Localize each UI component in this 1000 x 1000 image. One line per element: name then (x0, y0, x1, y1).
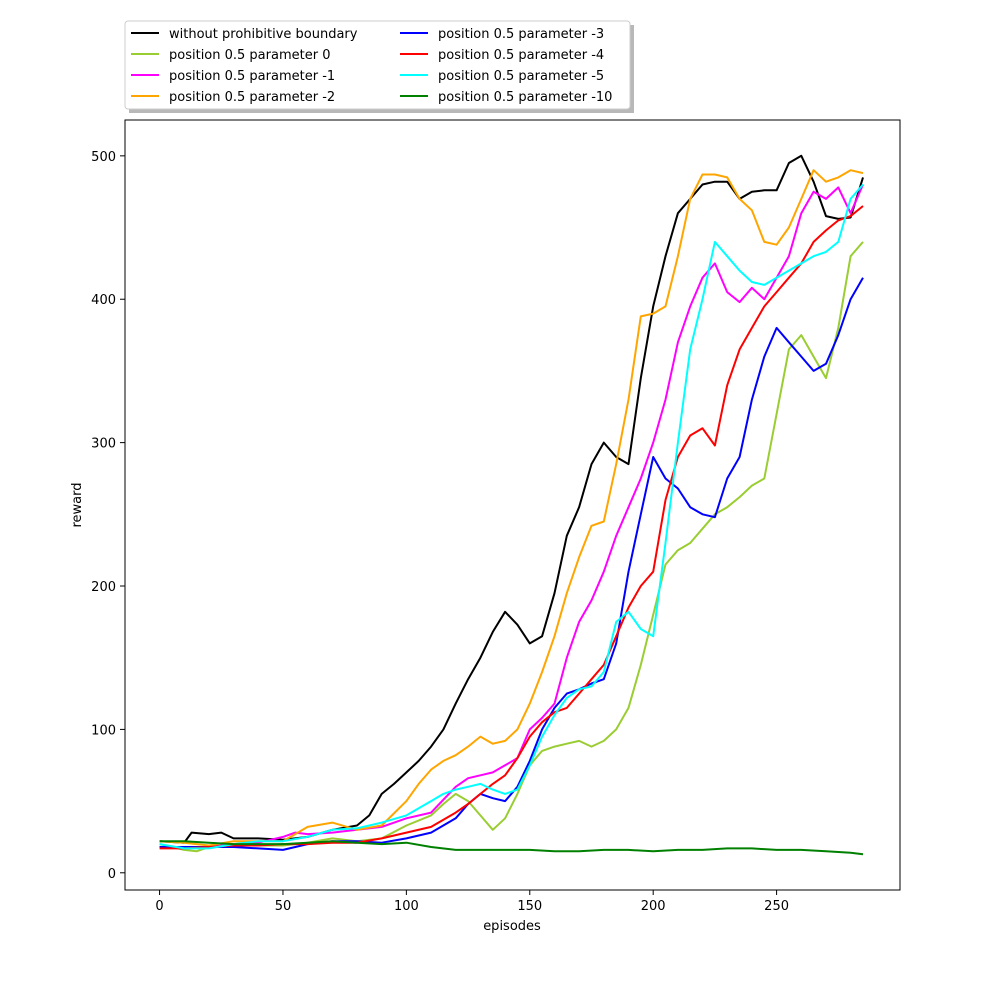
series-line-1 (159, 241, 864, 853)
series-layer (159, 154, 864, 856)
x-tick-label: 50 (275, 899, 292, 914)
y-tick-label: 300 (91, 437, 116, 452)
legend: without prohibitive boundary position 0.5… (124, 20, 634, 113)
x-tick-label: 100 (394, 899, 419, 914)
y-tick-label: 500 (91, 150, 116, 165)
legend-label: position 0.5 parameter 0 (169, 48, 330, 63)
legend-label: position 0.5 parameter -1 (169, 69, 335, 84)
axis-ticks: 0 50 100 150 200 250 0 100 200 300 400 500 (91, 150, 789, 914)
y-axis-label: reward (70, 482, 85, 527)
legend-label: position 0.5 parameter -2 (169, 90, 335, 105)
plot-frame (124, 119, 901, 891)
x-tick-label: 250 (764, 899, 789, 914)
x-tick-label: 200 (641, 899, 666, 914)
series-line-6 (159, 183, 864, 850)
legend-label: position 0.5 parameter -5 (438, 69, 604, 84)
legend-label: position 0.5 parameter -4 (438, 48, 604, 63)
y-tick-label: 100 (91, 723, 116, 738)
x-tick-label: 150 (517, 899, 542, 914)
legend-label: position 0.5 parameter -10 (438, 90, 612, 105)
x-axis-label: episodes (483, 919, 541, 934)
legend-label: position 0.5 parameter -3 (438, 27, 604, 42)
y-tick-label: 200 (91, 580, 116, 595)
y-tick-label: 0 (108, 867, 116, 882)
x-tick-label: 0 (155, 899, 163, 914)
y-tick-label: 400 (91, 293, 116, 308)
series-line-7 (159, 840, 864, 856)
legend-box (124, 20, 631, 110)
legend-label: without prohibitive boundary (169, 27, 358, 42)
